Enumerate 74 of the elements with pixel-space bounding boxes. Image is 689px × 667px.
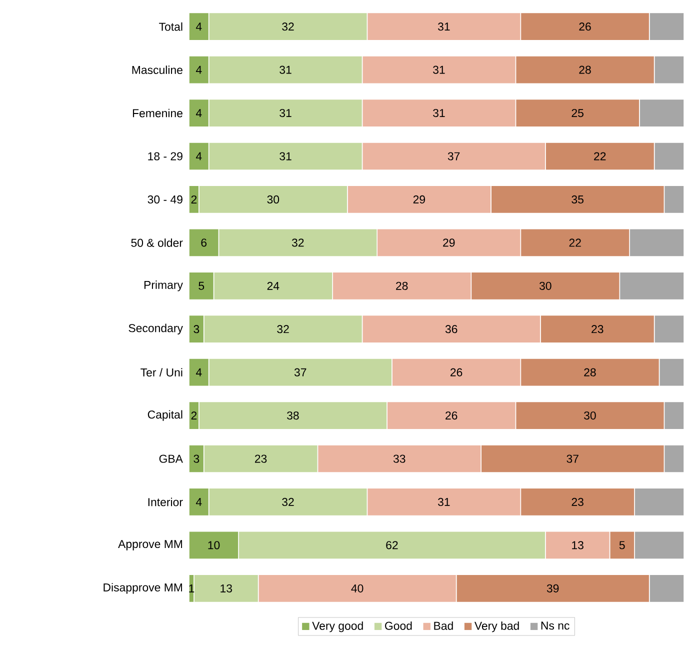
data-label: 31	[280, 108, 292, 118]
y-tick-label: 18 - 29	[148, 152, 182, 160]
y-tick-label: Capital	[148, 410, 182, 421]
data-label: 2	[191, 412, 197, 420]
data-label: 40	[351, 584, 364, 592]
y-tick-label: Interior	[148, 498, 183, 506]
data-label: 3	[194, 325, 200, 334]
data-label: 4	[196, 66, 202, 74]
data-label: 22	[569, 238, 581, 247]
data-label: 4	[196, 22, 202, 31]
legend-label: Ns nc	[541, 622, 570, 630]
data-label: 30	[267, 195, 280, 204]
data-label: 31	[438, 498, 450, 506]
data-label: 36	[445, 325, 458, 334]
y-tick-label: Primary	[144, 280, 183, 292]
y-tick-label: Approve MM	[118, 540, 182, 550]
data-label: 26	[446, 411, 458, 420]
data-label: 13	[220, 584, 232, 592]
data-label: 31	[433, 108, 445, 118]
data-label: 23	[572, 498, 584, 506]
data-label: 33	[393, 454, 406, 463]
data-label: 30	[584, 411, 596, 420]
data-label: 13	[572, 541, 584, 550]
data-label: 37	[448, 152, 460, 160]
data-label: 32	[282, 22, 294, 31]
data-label: 31	[280, 66, 292, 74]
legend-label: Bad	[434, 621, 453, 630]
data-label: 30	[539, 282, 552, 290]
y-tick-label: Femenine	[132, 108, 182, 118]
data-label: 4	[196, 109, 202, 117]
data-label: 4	[196, 368, 202, 376]
legend-label: Very good	[312, 621, 363, 632]
data-label: 28	[579, 66, 591, 74]
y-tick-label: Secondary	[128, 324, 183, 334]
data-label: 24	[267, 282, 280, 290]
y-tick-label: GBA	[159, 454, 183, 463]
data-label: 4	[196, 498, 202, 506]
data-label: 26	[450, 368, 462, 376]
data-label: 22	[594, 152, 606, 160]
data-label: 23	[592, 325, 604, 334]
legend-label: Good	[385, 621, 412, 630]
data-label: 31	[438, 22, 450, 31]
data-label: 62	[386, 541, 398, 550]
legend-label: Very bad	[474, 621, 519, 632]
y-tick-label: 30 - 49	[148, 195, 182, 204]
data-label: 32	[282, 498, 294, 506]
y-tick-label: 50 & older	[131, 238, 183, 247]
data-label: 28	[396, 282, 408, 290]
data-label: 2	[191, 195, 197, 204]
data-label: 32	[277, 325, 289, 334]
data-label: 31	[280, 152, 292, 160]
data-label: 31	[433, 66, 445, 74]
data-label: 26	[579, 22, 591, 31]
data-label: 28	[584, 368, 596, 376]
data-label: 25	[572, 108, 584, 118]
data-label: 29	[443, 238, 455, 247]
data-label: 39	[546, 584, 559, 592]
y-tick-label: Total	[159, 22, 182, 31]
y-tick-label: Ter / Uni	[140, 368, 182, 377]
data-label: 37	[294, 368, 306, 376]
data-label: 5	[198, 282, 204, 290]
data-label: 5	[619, 541, 625, 550]
data-label: 35	[572, 195, 584, 204]
data-label: 6	[201, 238, 207, 247]
y-tick-label: Disapprove MM	[104, 583, 182, 594]
data-label: 29	[413, 195, 426, 204]
data-label: 37	[566, 454, 578, 463]
data-label: 38	[287, 411, 299, 420]
data-label: 32	[292, 238, 304, 247]
data-label: 4	[196, 152, 202, 160]
data-label: 10	[208, 541, 220, 550]
y-tick-label: Masculine	[132, 66, 182, 74]
data-label: 3	[194, 454, 200, 463]
data-label: 23	[254, 454, 267, 463]
